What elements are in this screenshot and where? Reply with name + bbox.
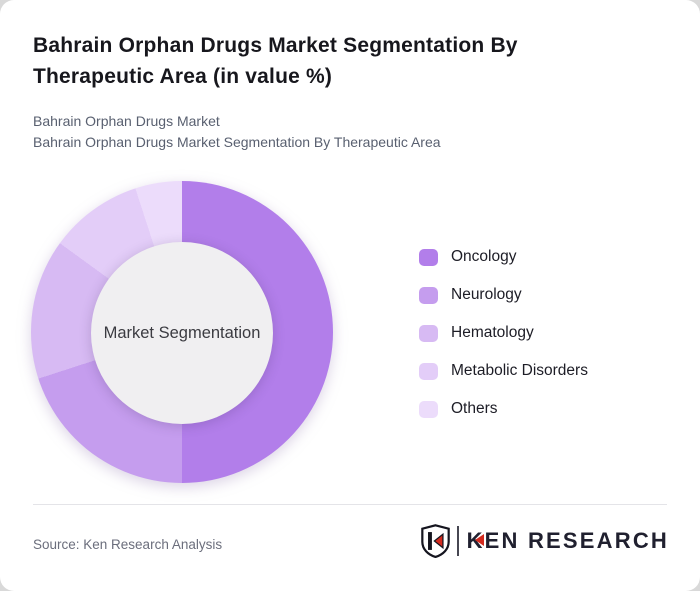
ken-research-logo: KEN RESEARCH bbox=[420, 524, 669, 558]
legend-item-hematology[interactable]: Hematology bbox=[419, 322, 588, 344]
legend-swatch-icon bbox=[419, 324, 438, 342]
logo-k-triangle-icon bbox=[474, 534, 484, 546]
logo-text: KEN RESEARCH bbox=[466, 528, 669, 553]
legend-swatch-icon bbox=[419, 400, 438, 418]
ken-research-shield-icon bbox=[420, 524, 450, 558]
logo-wordmark: KEN RESEARCH bbox=[467, 528, 669, 554]
chart-subtitle-line1: Bahrain Orphan Drugs Market bbox=[33, 113, 220, 129]
page-title: Bahrain Orphan Drugs Market Segmentation… bbox=[33, 34, 518, 88]
donut-chart[interactable]: Market Segmentation bbox=[31, 181, 333, 483]
legend-swatch-icon bbox=[419, 362, 438, 380]
source-note: Source: Ken Research Analysis bbox=[33, 537, 223, 552]
chart-legend: Oncology Neurology Hematology Metabolic Dis… bbox=[419, 246, 588, 436]
legend-item-others[interactable]: Others bbox=[419, 398, 588, 420]
legend-item-neurology[interactable]: Neurology bbox=[419, 284, 588, 306]
legend-swatch-icon bbox=[419, 248, 438, 266]
donut-center-label: Market Segmentation bbox=[91, 242, 273, 424]
legend-item-label: Others bbox=[451, 400, 498, 417]
logo-separator bbox=[456, 526, 459, 556]
legend-item-metabolic-disorders[interactable]: Metabolic Disorders bbox=[419, 360, 588, 382]
legend-item-oncology[interactable]: Oncology bbox=[419, 246, 588, 268]
legend-item-label: Oncology bbox=[451, 248, 517, 265]
legend-item-label: Hematology bbox=[451, 324, 534, 341]
chart-subtitle-line2: Bahrain Orphan Drugs Market Segmentation… bbox=[33, 134, 441, 150]
footer-divider bbox=[33, 504, 667, 505]
legend-item-label: Metabolic Disorders bbox=[451, 362, 588, 379]
legend-swatch-icon bbox=[419, 286, 438, 304]
legend-item-label: Neurology bbox=[451, 286, 522, 303]
